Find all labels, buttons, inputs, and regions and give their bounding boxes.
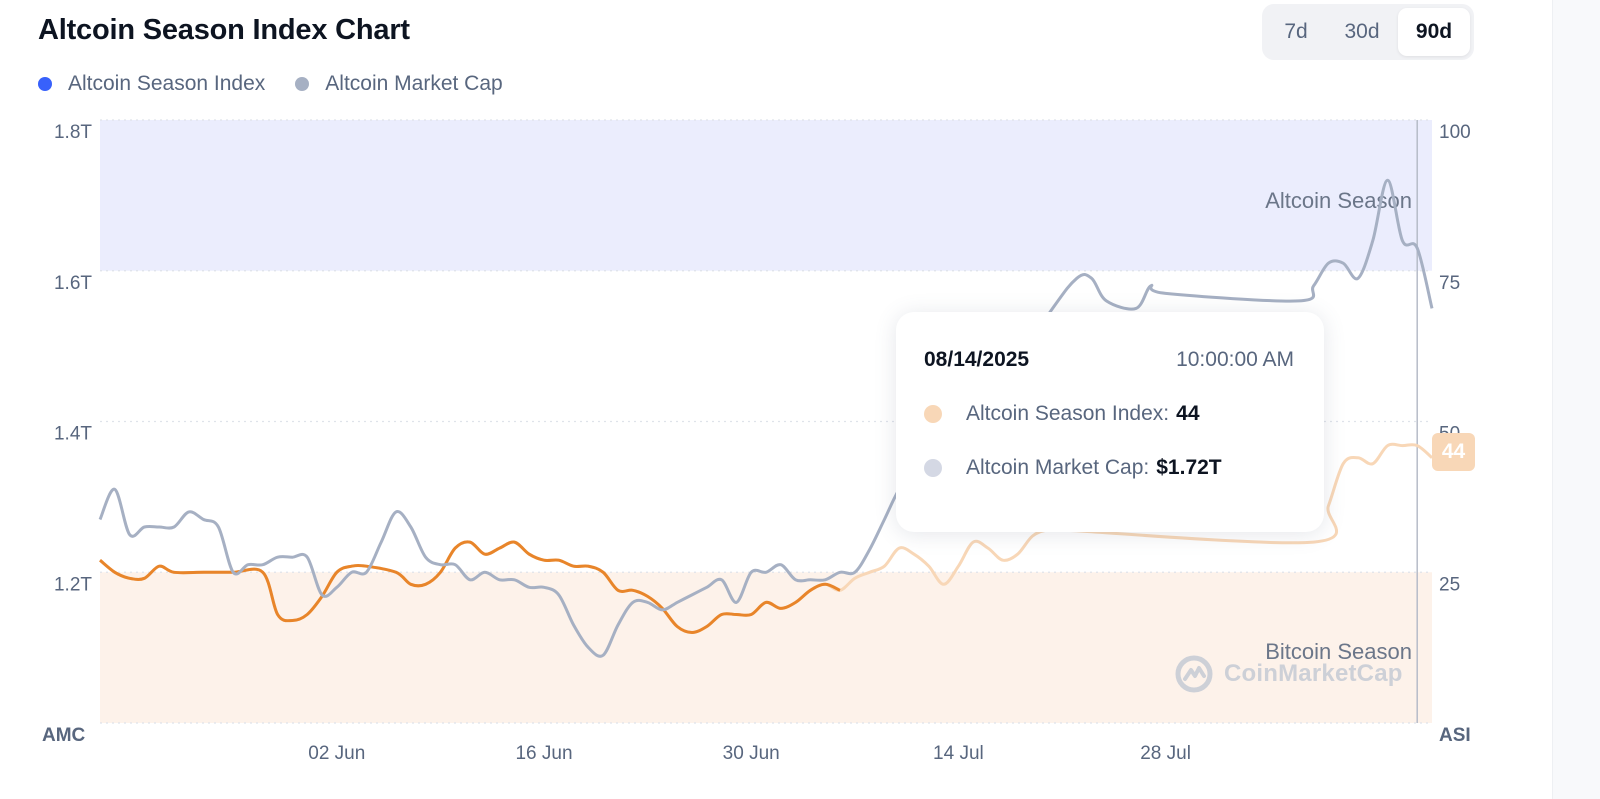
tooltip-date: 08/14/2025 [924, 348, 1030, 371]
tooltip-time: 10:00:00 AM [1176, 348, 1294, 371]
legend-dot-icon [38, 77, 52, 91]
tooltip-dot-icon [924, 405, 942, 423]
tooltip-dot-icon [924, 459, 942, 477]
x-axis-tick: 02 Jun [308, 743, 365, 764]
zone-label: Bitcoin Season [1265, 639, 1412, 664]
zone-label: Altcoin Season [1265, 188, 1412, 213]
left-axis-tick: 1.6T [54, 273, 92, 294]
current-value-badge: 44 [1432, 433, 1475, 471]
right-axis-label: ASI [1439, 725, 1471, 746]
legend-label: Altcoin Market Cap [325, 72, 503, 95]
right-axis-tick: 25 [1439, 574, 1460, 595]
coinmarketcap-watermark: CoinMarketCap [1174, 654, 1403, 694]
x-axis-tick: 14 Jul [933, 743, 984, 764]
tooltip-label: Altcoin Market Cap: [966, 456, 1150, 479]
legend-dot-icon [295, 77, 310, 91]
left-axis-tick: 1.4T [54, 424, 92, 445]
page-scroll-edge [1552, 0, 1600, 799]
x-axis-tick: 28 Jul [1140, 743, 1191, 764]
left-axis-tick: 1.2T [54, 574, 92, 595]
season-index-line [99, 540, 841, 634]
zone-bitcoin-season [100, 572, 1432, 723]
zone-altcoin-season [100, 120, 1432, 271]
tooltip-label: Altcoin Season Index: [966, 402, 1170, 425]
range-tab-30d[interactable]: 30d [1344, 20, 1380, 43]
tooltip-row-season-index: Altcoin Season Index: 44 [924, 402, 1294, 426]
range-tab-7d[interactable]: 7d [1284, 20, 1308, 43]
legend-item-market-cap[interactable]: Altcoin Market Cap [295, 72, 503, 96]
chart-legend: Altcoin Season Index Altcoin Market Cap [38, 72, 533, 96]
right-axis-tick: 100 [1439, 122, 1471, 143]
x-axis-tick: 30 Jun [723, 743, 780, 764]
market-cap-line [98, 178, 1434, 658]
right-axis-tick: 75 [1439, 273, 1460, 294]
coinmarketcap-logo-icon [1175, 655, 1213, 693]
chart-title: Altcoin Season Index Chart [38, 14, 410, 46]
chart-tooltip: 08/14/2025 10:00:00 AM Altcoin Season In… [896, 312, 1324, 532]
tooltip-value: 44 [1176, 402, 1200, 425]
x-axis-tick: 16 Jun [515, 743, 572, 764]
legend-label: Altcoin Season Index [68, 72, 266, 95]
watermark-text: CoinMarketCap [1224, 660, 1403, 687]
time-range-selector: 7d 30d 90d [1262, 4, 1474, 60]
left-axis-label: AMC [42, 725, 86, 746]
tooltip-row-market-cap: Altcoin Market Cap: $1.72T [924, 456, 1294, 480]
left-axis-tick: 1.8T [54, 122, 92, 143]
range-tab-90d[interactable]: 90d [1398, 8, 1470, 56]
tooltip-value: $1.72T [1156, 456, 1222, 479]
legend-item-season-index[interactable]: Altcoin Season Index [38, 72, 265, 96]
